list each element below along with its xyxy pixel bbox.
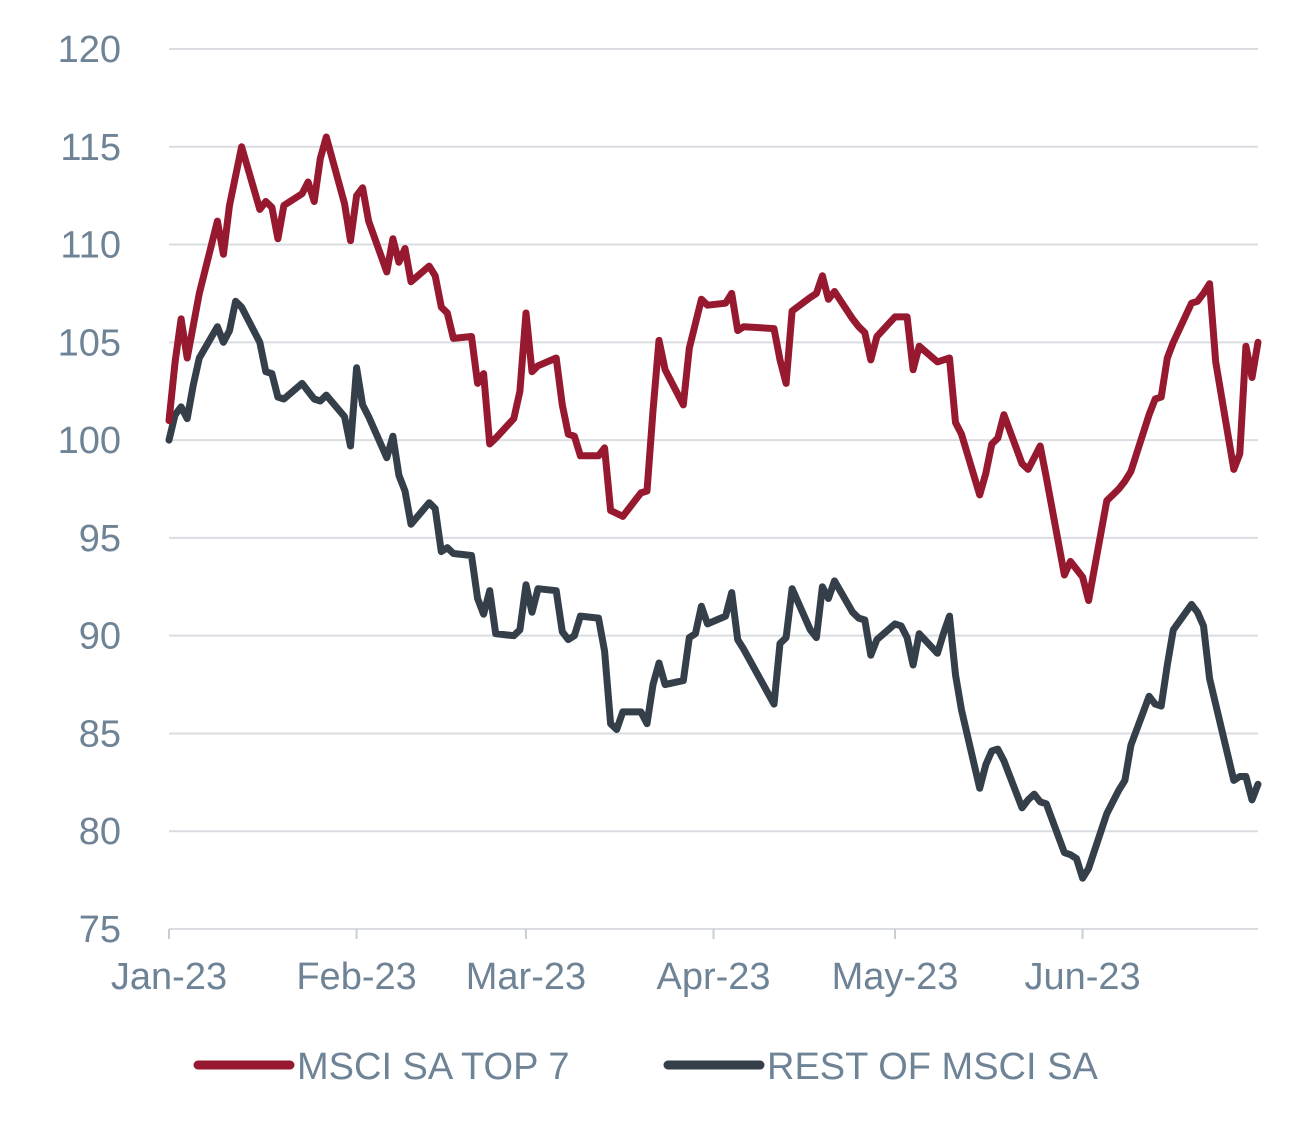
x-tick-label-2: Mar-23 [466, 956, 586, 998]
series-lines [165, 133, 1262, 882]
y-tick-label-95: 95 [79, 518, 121, 560]
legend-label-rest: REST OF MSCI SA [767, 1046, 1098, 1088]
y-tick-label-110: 110 [60, 225, 121, 267]
x-tick-label-4: May-23 [832, 956, 959, 998]
legend-label-top7: MSCI SA TOP 7 [297, 1046, 569, 1088]
y-tick-label-80: 80 [79, 811, 121, 853]
x-tick-label-0: Jan-23 [111, 956, 227, 998]
y-tick-label-105: 105 [58, 322, 121, 364]
x-tick-label-5: Jun-23 [1024, 956, 1140, 998]
y-tick-label-85: 85 [79, 713, 121, 755]
legend: MSCI SA TOP 7 REST OF MSCI SA [193, 1046, 1098, 1088]
x-tick-label-3: Apr-23 [656, 956, 770, 998]
y-axis: 75 80 85 90 95 100 105 110 115 120 [58, 29, 121, 951]
x-tick-label-1: Feb-23 [296, 956, 416, 998]
series-line-0 [165, 133, 1262, 604]
y-tick-label-100: 100 [58, 420, 121, 462]
y-tick-label-115: 115 [60, 127, 121, 169]
y-tick-label-120: 120 [58, 29, 121, 71]
y-tick-label-75: 75 [79, 909, 121, 951]
x-axis: Jan-23 Feb-23 Mar-23 Apr-23 May-23 Jun-23 [111, 928, 1258, 998]
series-line-1 [165, 297, 1262, 882]
y-tick-label-90: 90 [79, 616, 121, 658]
